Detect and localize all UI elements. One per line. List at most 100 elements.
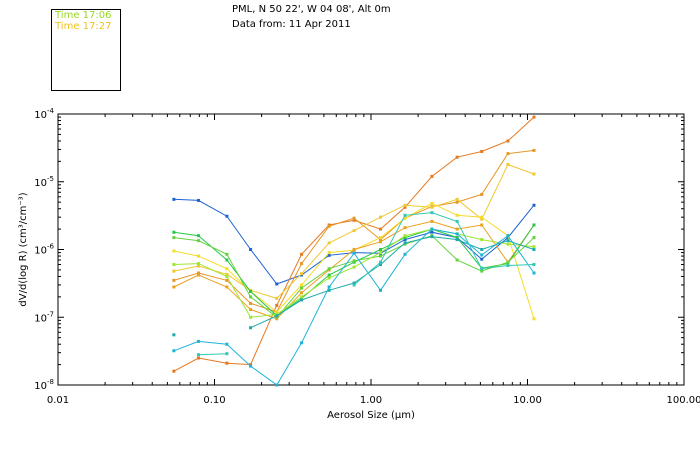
series-point [327,253,331,257]
series-point [327,224,331,228]
series-point [249,248,253,251]
series-point [300,252,304,256]
series-point [275,296,279,300]
series-point [327,276,331,280]
series-point [480,248,484,251]
series-point [455,258,459,262]
series-point [300,283,304,287]
series-point [196,339,200,343]
series-point [455,232,459,236]
y-tick-label: 10-7 [34,310,54,324]
series-point [455,213,459,217]
x-tick-label: 0.01 [47,395,69,406]
series-point [378,260,382,264]
series-point [327,285,331,289]
series-point [300,262,304,266]
series-point [196,239,200,243]
series-point [275,317,279,321]
series-point [196,234,200,238]
series-point [506,139,510,143]
x-tick-label: 10.00 [513,395,542,406]
series-point [480,192,484,196]
series-point [249,301,253,305]
series-point [403,236,407,240]
series-point [300,295,304,299]
series-point [249,363,253,367]
series-point [378,236,382,240]
series-point [275,310,279,314]
series-point [480,149,484,153]
series-point [327,251,331,255]
series-point [480,257,484,261]
series-point [172,197,176,201]
series-point [506,236,510,240]
series-point [532,317,536,321]
series-point [378,251,382,255]
series-point [225,361,229,365]
series-point [196,254,200,258]
series-point [172,236,176,240]
series-point [480,267,484,271]
x-axis-label: Aerosol Size (µm) [327,410,415,421]
series-point [352,218,356,222]
series-point [506,242,510,246]
series-point [430,227,434,231]
series-point [225,258,229,262]
series-point [532,203,536,207]
series-point [172,349,176,353]
series-point [352,281,356,285]
y-tick-label: 10-6 [34,243,54,257]
series-point [480,269,484,273]
series-point [225,352,229,356]
series-point [172,269,176,273]
series-point [455,236,459,240]
series-point [225,278,229,282]
series-point [480,253,484,257]
series-point [172,263,176,267]
series-point [480,223,484,227]
date-header: Data from: 11 Apr 2011 [232,19,351,30]
series-point [196,353,200,357]
series-point [225,267,229,271]
series-point [455,200,459,204]
series-point [506,260,510,264]
series-point [249,364,253,368]
series-point [352,259,356,263]
series-point [352,265,356,269]
series-point [378,288,382,292]
series-point [403,213,407,217]
series-point [455,227,459,231]
series-point [172,230,176,234]
legend-item-2: Time 17:27 [55,21,112,32]
series-point [532,271,536,275]
plot-frame [57,113,685,386]
series-point [506,162,510,166]
series-point [378,254,382,258]
series-line-10 [250,236,535,329]
series-point [403,252,407,256]
series-point [480,217,484,221]
series-point [455,197,459,201]
location-header: PML, N 50 22', W 04 08', Alt 0m [232,4,391,15]
series-point [300,341,304,345]
series-point [430,219,434,223]
series-point [480,215,484,219]
series-point [403,203,407,207]
series-point [275,314,279,318]
series-point [352,251,356,255]
series-point [430,205,434,209]
series-point [249,315,253,319]
series-point [403,234,407,238]
series-point [196,262,200,266]
series-point [403,238,407,242]
series-point [300,296,304,300]
series-point [225,274,229,278]
series-point [532,245,536,249]
series-point [430,211,434,215]
series-point [532,236,536,240]
series-point [172,333,176,337]
series-point [352,283,356,287]
series-point [403,216,407,220]
series-point [532,248,536,251]
series-point [532,172,536,176]
